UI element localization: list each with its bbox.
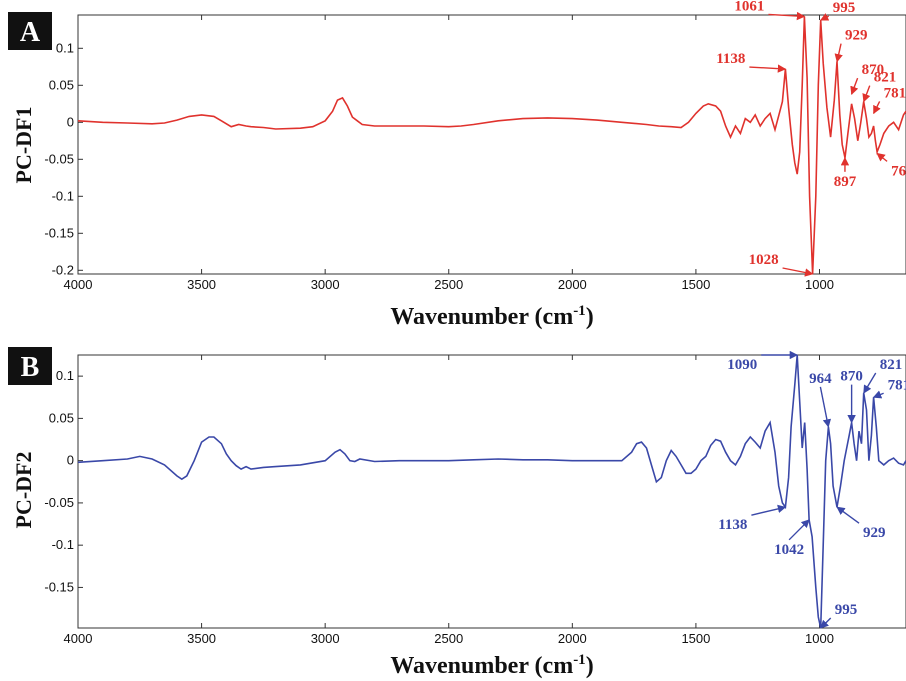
panel-b-x-axis-label-main: Wavenumber (cm: [390, 653, 573, 679]
x-tick-label: 2500: [434, 277, 463, 292]
annotation-arrow: [876, 152, 888, 162]
annotation-label: 964: [809, 371, 832, 387]
annotation-label: 870: [862, 62, 885, 78]
annotation-label: 767: [891, 163, 906, 179]
x-tick-label: 2000: [558, 277, 587, 292]
annotation-label: 1042: [774, 542, 804, 558]
annotation-arrow: [768, 11, 806, 21]
panel-b-x-axis-label-superscript: -1: [573, 652, 586, 668]
annotation-label: 1138: [718, 517, 747, 533]
panel-b-spectrum-line: [78, 355, 906, 628]
annotation-label: 1138: [716, 51, 745, 67]
annotation-arrow: [862, 85, 871, 103]
annotation-arrow: [872, 390, 884, 399]
annotation-arrow: [788, 519, 810, 541]
panel-b-annotations: 1090 964 870 821 781 1138 929 1042 995: [718, 350, 906, 629]
annotation-label: 995: [835, 602, 858, 618]
x-tick-label: 3000: [311, 277, 340, 292]
annotation-arrow: [820, 617, 832, 629]
panel-a: 4000 3500 3000 2500 2000 1500 1000 0.1 0.05 0 -0.…: [8, 0, 906, 330]
annotation-arrow: [819, 386, 832, 428]
annotation-arrow: [834, 43, 843, 63]
panel-b-plot-frame: [77, 354, 906, 629]
annotation-label: 1061: [734, 0, 764, 14]
panel-a-label: A: [20, 17, 41, 48]
y-tick-label: -0.05: [44, 151, 74, 166]
annotation-label: 781: [888, 377, 906, 393]
annotation-arrow: [749, 64, 787, 73]
annotation-arrow: [863, 372, 877, 394]
y-tick-label: -0.15: [44, 579, 74, 594]
panel-b-x-axis-label-end: ): [586, 653, 594, 679]
panel-a-x-axis-label-end: ): [586, 304, 594, 330]
panel-b-x-axis-label: Wavenumber (cm-1): [390, 652, 593, 679]
annotation-label: 821: [874, 70, 897, 86]
y-tick-label: -0.15: [44, 225, 74, 240]
panel-b-label: B: [21, 352, 40, 383]
x-tick-label: 1500: [681, 277, 710, 292]
x-tick-label: 2000: [558, 631, 587, 646]
panel-a-y-axis-label: PC-DF1: [11, 107, 36, 184]
y-tick-label: -0.1: [52, 537, 74, 552]
panel-a-spectrum-line: [78, 16, 906, 274]
x-tick-label: 1500: [681, 631, 710, 646]
panel-b-x-ticks: 4000 3500 3000 2500 2000 1500 1000: [64, 355, 834, 646]
annotation-arrow: [751, 504, 787, 516]
y-tick-label: 0.05: [49, 77, 74, 92]
panel-b-y-ticks: 0.1 0.05 0 -0.05 -0.1 -0.15: [44, 368, 83, 594]
y-tick-label: -0.1: [52, 188, 74, 203]
panel-a-plot-frame: [77, 14, 906, 275]
panel-a-label-box: [8, 12, 52, 50]
x-tick-label: 3500: [187, 631, 216, 646]
annotation-label: 781: [884, 85, 906, 101]
x-tick-label: 3000: [311, 631, 340, 646]
y-tick-label: 0: [67, 453, 74, 468]
annotation-label: 821: [880, 357, 903, 373]
panel-b-label-box: [8, 347, 52, 385]
y-tick-label: 0.05: [49, 410, 74, 425]
panel-a-y-ticks: 0.1 0.05 0 -0.05 -0.1 -0.15 -0.2: [44, 40, 83, 277]
panel-b: 4000 3500 3000 2500 2000 1500 1000 0.1 0.05 0 -0.…: [8, 347, 906, 679]
y-tick-label: -0.2: [52, 262, 74, 277]
x-tick-label: 3500: [187, 277, 216, 292]
y-tick-label: 0.1: [56, 40, 74, 55]
annotation-label: 929: [845, 28, 868, 44]
x-tick-label: 4000: [64, 277, 93, 292]
annotation-arrow: [850, 77, 859, 95]
annotation-label: 897: [834, 174, 857, 190]
panel-a-x-ticks: 4000 3500 3000 2500 2000 1500 1000: [64, 15, 834, 292]
x-tick-label: 2500: [434, 631, 463, 646]
x-tick-label: 1000: [805, 277, 834, 292]
x-tick-label: 1000: [805, 631, 834, 646]
x-tick-label: 4000: [64, 631, 93, 646]
annotation-label: 1028: [749, 252, 779, 268]
annotation-label: 929: [863, 525, 886, 541]
annotation-label: 1090: [727, 357, 757, 373]
y-tick-label: 0: [67, 114, 74, 129]
y-tick-label: 0.1: [56, 368, 74, 383]
panel-a-x-axis-label-main: Wavenumber (cm: [390, 304, 573, 330]
panel-b-y-axis-label: PC-DF2: [11, 452, 36, 529]
panel-a-x-axis-label-superscript: -1: [573, 303, 586, 319]
annotation-arrow: [836, 506, 860, 524]
panel-a-x-axis-label: Wavenumber (cm-1): [390, 303, 593, 330]
annotation-label: 870: [840, 369, 863, 385]
annotation-arrow: [782, 267, 814, 277]
y-tick-label: -0.05: [44, 495, 74, 510]
annotation-arrow: [872, 101, 881, 115]
annotation-label: 995: [833, 0, 856, 16]
annotation-arrow: [819, 13, 830, 21]
